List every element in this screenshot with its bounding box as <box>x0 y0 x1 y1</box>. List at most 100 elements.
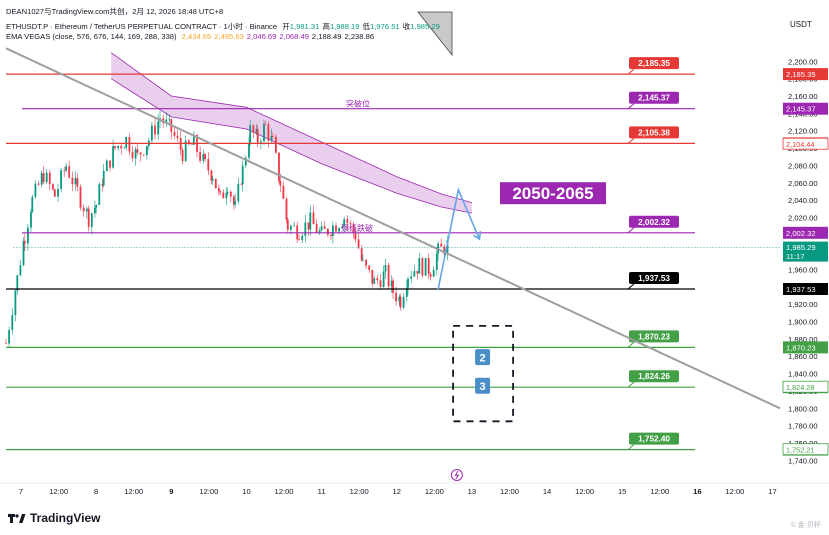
price-tick: 2,020.00 <box>788 213 818 222</box>
candle-body <box>34 183 37 197</box>
axis-marker-value: 1,752.21 <box>786 446 814 455</box>
candle-body <box>360 248 363 261</box>
candle-body <box>382 271 385 287</box>
candle-body <box>173 131 176 136</box>
ohlc-values: 开1,981.31 高1,988.19 低1,976.51 收1,985.29 <box>282 22 443 31</box>
level-leader <box>627 444 635 450</box>
target-zone-box <box>500 182 606 205</box>
descending-trendline <box>5 47 781 410</box>
time-tick: 14 <box>543 487 551 496</box>
time-tick: 12 <box>393 487 401 496</box>
time-tick: 15 <box>618 487 626 496</box>
axis-marker-value: 1,824.28 <box>786 383 814 392</box>
axis-level-tag <box>783 341 828 354</box>
level-caption: 颈线跌破 <box>341 223 373 233</box>
candle-body <box>19 265 22 276</box>
candle-body <box>218 188 220 192</box>
candle-body <box>45 172 48 183</box>
candle-body <box>285 198 288 220</box>
candle-body <box>260 141 262 143</box>
candle-body <box>282 185 285 199</box>
candle-body <box>109 160 111 168</box>
ohlc-label: 高 <box>322 22 330 31</box>
candle-body <box>211 178 214 181</box>
candle-body <box>301 235 304 240</box>
level-caption: 突破位 <box>346 99 370 109</box>
price-tick: 1,800.00 <box>788 404 818 413</box>
price-tick: 1,860.00 <box>788 352 818 361</box>
candle-body <box>65 166 67 171</box>
candle-body <box>193 135 195 145</box>
candle-body <box>139 152 142 155</box>
scenario-marker <box>475 377 491 394</box>
candle-body <box>53 189 56 197</box>
candle-body <box>31 196 34 212</box>
candle-body <box>395 292 397 302</box>
candle-body <box>432 270 435 277</box>
level-value: 1,752.40 <box>638 435 670 444</box>
candle-body <box>154 125 156 135</box>
candle-body <box>271 136 274 137</box>
candle-body <box>76 178 79 187</box>
ohlc-value: 1,985.29 <box>410 22 440 31</box>
axis-marker-tag <box>782 380 829 393</box>
ema-band-fill <box>111 52 472 214</box>
candle-body <box>346 219 349 223</box>
price-tick: 2,200.00 <box>788 57 818 66</box>
level-tag <box>629 91 679 104</box>
candle-body <box>102 171 105 186</box>
price-axis: USDT2,200.002,180.002,160.002,140.002,12… <box>782 0 829 500</box>
candle-body <box>23 240 26 244</box>
candle-body <box>202 154 205 161</box>
candle-body <box>304 222 307 236</box>
level-value: 1,937.53 <box>638 274 670 283</box>
candle-body <box>98 184 101 205</box>
candle-body <box>207 159 210 171</box>
candle-body <box>323 226 326 229</box>
projection-path <box>437 187 481 290</box>
candle-body <box>349 223 352 224</box>
candle-body <box>424 258 427 276</box>
current-price-tag <box>783 241 828 262</box>
candle-body <box>120 145 123 149</box>
ema-band-lower <box>110 78 472 214</box>
axis-level-value: 1,870.23 <box>786 343 816 352</box>
candle-body <box>338 228 340 232</box>
candle-body <box>233 196 235 205</box>
candles <box>5 111 449 348</box>
ema-value: 2,495.63 <box>214 32 244 41</box>
time-tick: 12:00 <box>500 487 519 496</box>
candle-body <box>413 271 416 277</box>
price-tick: 2,080.00 <box>788 161 818 170</box>
time-tick: 7 <box>19 487 23 496</box>
candle-body <box>240 184 243 185</box>
ohlc-label: 收 <box>402 22 411 31</box>
candle-body <box>117 145 119 149</box>
level-value: 2,145.37 <box>638 94 670 103</box>
candle-body <box>125 137 128 148</box>
candle-body <box>416 271 419 274</box>
candle-body <box>405 287 408 297</box>
candle-body <box>176 135 179 138</box>
candle-body <box>373 278 376 284</box>
candle-body <box>354 232 357 240</box>
axis-level-value: 2,185.35 <box>786 70 816 79</box>
level-leader <box>627 342 635 348</box>
candle-body <box>181 149 184 161</box>
time-axis: 7 12:00 8 12:00 9 12:00 10 12:00 11 12:00 12 12:00 1… <box>0 482 829 496</box>
ema-values: 2,434.65 2,495.63 2,046.69 2,068.49 2,188.49… <box>182 32 377 41</box>
time-tick: 16 <box>693 487 701 496</box>
candle-body <box>357 239 360 249</box>
time-tick: 12:00 <box>199 487 218 496</box>
candle-body <box>330 234 332 237</box>
price-tick: 1,880.00 <box>788 335 818 344</box>
candle-body <box>68 166 71 178</box>
level-leader <box>627 381 635 388</box>
candle-body <box>318 230 321 233</box>
level-tag <box>629 57 679 70</box>
level-value: 2,105.38 <box>638 128 670 137</box>
candle-body <box>22 240 25 266</box>
candle-body <box>368 265 371 270</box>
time-tick: 12:00 <box>49 487 68 496</box>
